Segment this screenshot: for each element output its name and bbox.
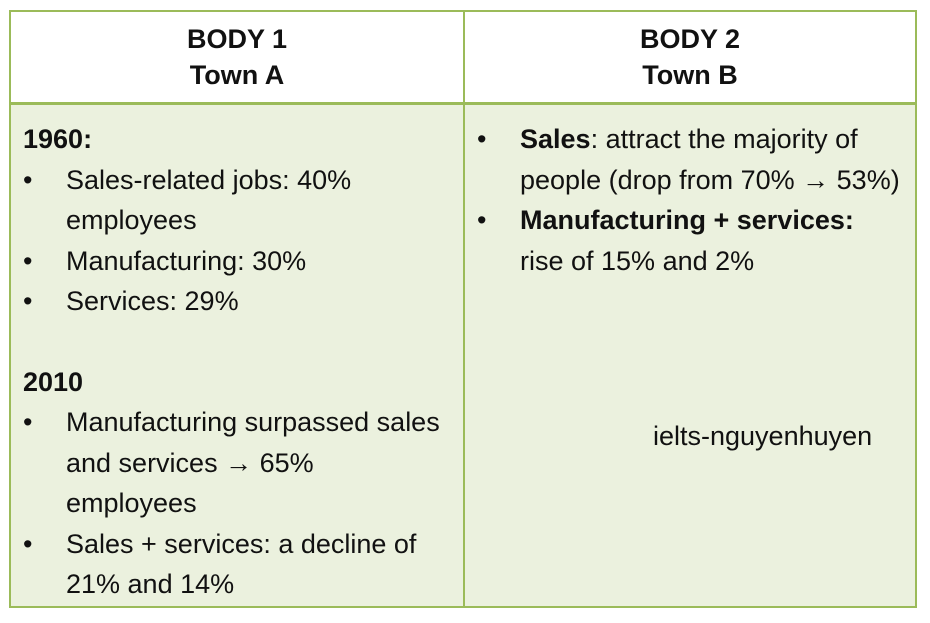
header-body-1-subtitle: Town A [189, 60, 285, 90]
header-body-2: BODY 2 Town B [465, 12, 915, 105]
list-1960: Sales-related jobs: 40% employees Manufa… [23, 160, 451, 322]
section-spacer [23, 322, 451, 362]
list-item: Manufacturing + services: rise of 15% an… [477, 200, 903, 281]
town-b-list: Sales: attract the majority of people (d… [477, 119, 903, 281]
list-item: Manufacturing: 30% [23, 241, 451, 282]
town-b-cell: Sales: attract the majority of people (d… [465, 105, 915, 606]
year-2010-label: 2010 [23, 366, 84, 397]
list-item: Sales-related jobs: 40% employees [23, 160, 451, 241]
list-item-text: : attract the majority of people (drop f… [520, 124, 900, 195]
list-item: Sales + services: a decline of 21% and 1… [23, 524, 451, 605]
year-1960-label: 1960: [23, 124, 93, 154]
list-item-text: rise of 15% and 2% [520, 245, 755, 276]
header-body-1-title: BODY 1 [186, 24, 288, 54]
comparison-table: BODY 1 Town A BODY 2 Town B 1960: Sales-… [9, 10, 917, 608]
watermark-text: ielts-nguyenhuyen [653, 421, 873, 451]
town-a-cell: 1960: Sales-related jobs: 40% employees … [11, 105, 465, 606]
list-item: Services: 29% [23, 281, 451, 322]
header-body-1: BODY 1 Town A [11, 12, 465, 105]
header-body-2-title: BODY 2 [639, 24, 741, 54]
list-item: Sales: attract the majority of people (d… [477, 119, 903, 200]
list-2010: Manufacturing surpassed sales and servic… [23, 402, 451, 605]
list-item-heading: Sales [520, 124, 591, 154]
list-item-heading: Manufacturing + services: [520, 205, 854, 235]
header-body-2-subtitle: Town B [642, 60, 738, 90]
list-item: Manufacturing surpassed sales and servic… [23, 402, 451, 524]
